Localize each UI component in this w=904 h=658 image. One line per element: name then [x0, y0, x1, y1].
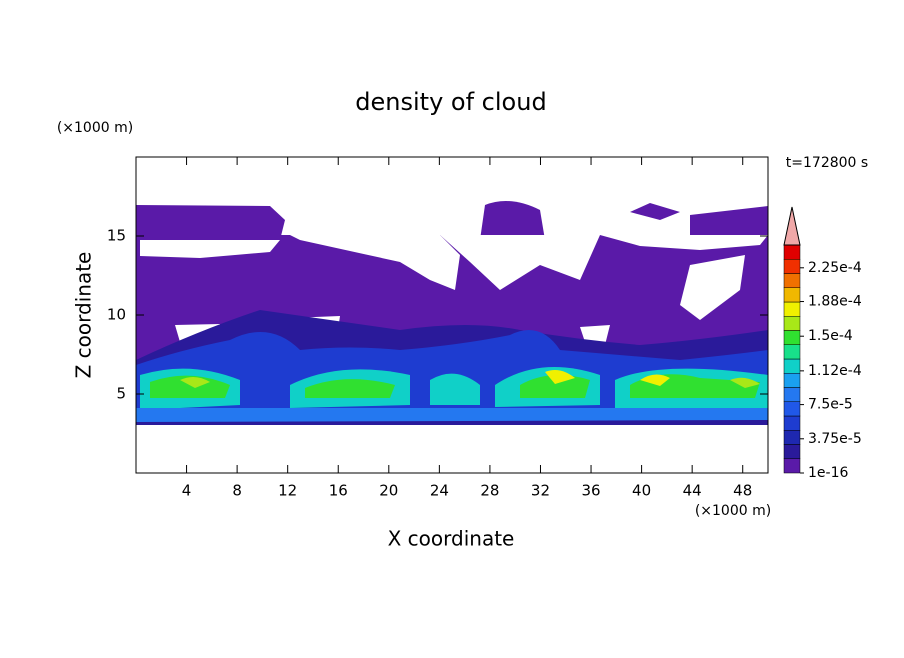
- colorbar-band: [783, 387, 801, 402]
- colorbar-band: [783, 301, 801, 317]
- x-tick-label: 40: [632, 482, 651, 500]
- contour-field: [136, 201, 768, 473]
- x-tick-label: 24: [430, 482, 449, 500]
- colorbar-tick-label: 3.75e-5: [808, 431, 862, 447]
- x-tick-label: 32: [531, 482, 550, 500]
- colorbar-band: [783, 358, 801, 374]
- x-tick-label: 20: [379, 482, 398, 500]
- colorbar-band: [783, 401, 801, 417]
- colorbar-tick-label: 1.12e-4: [808, 363, 862, 379]
- x-tick-label: 12: [278, 482, 297, 500]
- x-tick-label: 16: [329, 482, 348, 500]
- colorbar-tick-label: 1.88e-4: [808, 294, 862, 310]
- x-tick-label: 44: [683, 482, 702, 500]
- y-axis-label: Z coordinate: [72, 252, 96, 379]
- x-axis-label: X coordinate: [388, 527, 515, 551]
- y-unit: (×1000 m): [57, 120, 133, 136]
- colorbar-tick-label: 7.5e-5: [808, 397, 853, 413]
- colorbar-band: [783, 415, 801, 431]
- y-tick-label: 5: [116, 385, 126, 403]
- colorbar-tick-label: 1e-16: [808, 465, 848, 481]
- annotation: t=172800 s: [786, 155, 868, 171]
- colorbar-tick-label: 1.5e-4: [808, 328, 853, 344]
- colorbar-tick-label: 2.25e-4: [808, 260, 862, 276]
- x-tick-label: 36: [581, 482, 600, 500]
- colorbar-band: [783, 259, 801, 274]
- colorbar-band: [783, 444, 801, 459]
- x-tick-label: 28: [480, 482, 499, 500]
- colorbar-band: [783, 373, 801, 388]
- chart-title: density of cloud: [355, 88, 546, 116]
- colorbar-band: [783, 344, 801, 360]
- colorbar-band: [783, 458, 801, 474]
- y-tick-label: 15: [107, 227, 126, 245]
- x-tick-label: 8: [232, 482, 242, 500]
- colorbar-band: [783, 244, 801, 260]
- colorbar-extension: [783, 206, 801, 246]
- colorbar-band: [783, 273, 801, 288]
- colorbar-band: [783, 330, 801, 345]
- y-tick-label: 10: [107, 306, 126, 324]
- colorbar-band: [783, 430, 801, 445]
- x-tick-label: 48: [733, 482, 752, 500]
- x-tick-label: 4: [182, 482, 192, 500]
- colorbar-band: [783, 287, 801, 303]
- colorbar-band: [783, 316, 801, 331]
- x-unit: (×1000 m): [695, 503, 771, 519]
